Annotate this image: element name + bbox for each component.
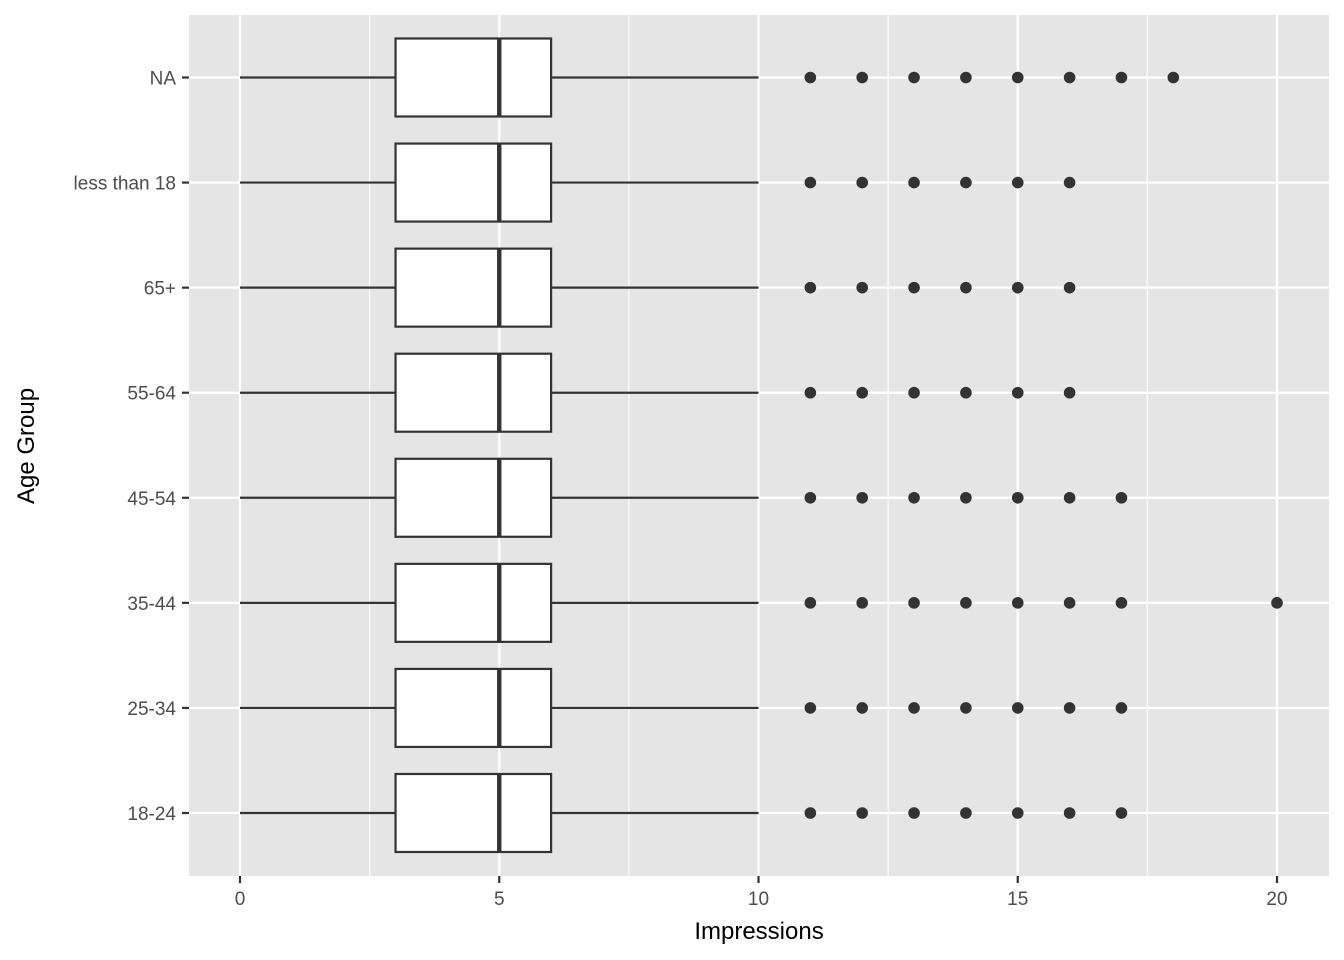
box-25-34 [240,667,759,749]
box-iqr [394,457,553,538]
box-65+ [240,247,759,328]
outlier-point [960,702,972,714]
outlier-point [804,71,817,84]
outlier-point [960,491,972,504]
outlier-point [1063,807,1076,819]
outlier-point [1115,702,1128,714]
outlier-point [1063,597,1076,609]
outlier-point [1063,702,1076,714]
x-tick-label: 20 [1266,889,1287,910]
outlier-point [960,386,972,399]
outlier-point [960,176,972,189]
outlier-point [908,702,920,714]
outlier-point [1011,597,1024,609]
box-iqr [394,142,553,223]
x-tick-label: 5 [494,889,505,910]
outlier-point [908,281,920,294]
outlier-point [856,386,868,399]
outlier-point [856,281,868,294]
outlier-point [908,491,920,504]
box-iqr [394,562,553,643]
box-iqr [394,667,553,749]
y-tick-label: NA [150,69,177,90]
outlier-point [960,71,972,84]
outlier-point [856,597,868,609]
outlier-point [856,702,868,714]
outlier-point [856,491,868,504]
outlier-point [1063,281,1076,294]
outlier-point [804,702,817,714]
box-45-54 [240,457,759,538]
outlier-point [1011,71,1024,84]
outlier-point [908,71,920,84]
box-18-24 [240,772,759,854]
outlier-point [1115,807,1128,819]
y-tick-label: 65+ [144,279,176,300]
y-axis-title: Age Group [13,388,40,504]
outlier-point [1011,281,1024,294]
outlier-point [1063,386,1076,399]
y-tick-label: 35-44 [127,594,176,615]
outlier-point [908,597,920,609]
x-axis-title: Impressions [694,918,823,945]
outlier-point [960,807,972,819]
outlier-point [1063,176,1076,189]
outlier-point [960,281,972,294]
box-iqr [394,247,553,328]
outlier-point [1011,702,1024,714]
outlier-point [1115,597,1128,609]
outlier-point [804,176,817,189]
outlier-point [1011,491,1024,504]
x-tick-label: 0 [235,889,246,910]
outlier-point [1011,807,1024,819]
box-less-than-18 [240,142,759,223]
outlier-point [1271,597,1283,609]
y-tick-label: 25-34 [127,699,176,720]
x-tick-label: 15 [1007,889,1028,910]
outliers-layer [804,71,1283,819]
outlier-point [804,281,817,294]
outlier-point [804,597,817,609]
minor-gridlines [369,15,1148,876]
outlier-point [856,176,868,189]
outlier-point [856,807,868,819]
outlier-point [908,386,920,399]
outlier-point [1063,491,1076,504]
outlier-point [1167,71,1180,84]
outlier-point [1063,71,1076,84]
box-55-64 [240,352,759,433]
y-tick-label: 45-54 [127,489,176,510]
y-axis: 18-24 25-34 35-44 45-54 55-64 65+ less than 18… [74,69,189,825]
outlier-point [1011,386,1024,399]
outlier-point [804,386,817,399]
y-tick-label: less than 18 [74,174,176,195]
outlier-point [804,807,817,819]
outlier-point [908,807,920,819]
x-tick-label: 10 [748,889,769,910]
box-35-44 [240,562,759,643]
outlier-point [856,71,868,84]
boxes-layer [240,37,759,854]
outlier-point [804,491,817,504]
y-tick-label: 18-24 [127,804,176,825]
outlier-point [1115,491,1128,504]
x-axis: 0 5 10 15 20 [235,876,1288,910]
box-na [240,37,759,118]
outlier-point [1115,71,1128,84]
y-tick-label: 55-64 [127,384,176,405]
box-iqr [394,772,553,854]
outlier-point [908,176,920,189]
box-iqr [394,352,553,433]
outlier-point [960,597,972,609]
box-iqr [394,37,553,118]
outlier-point [1011,176,1024,189]
